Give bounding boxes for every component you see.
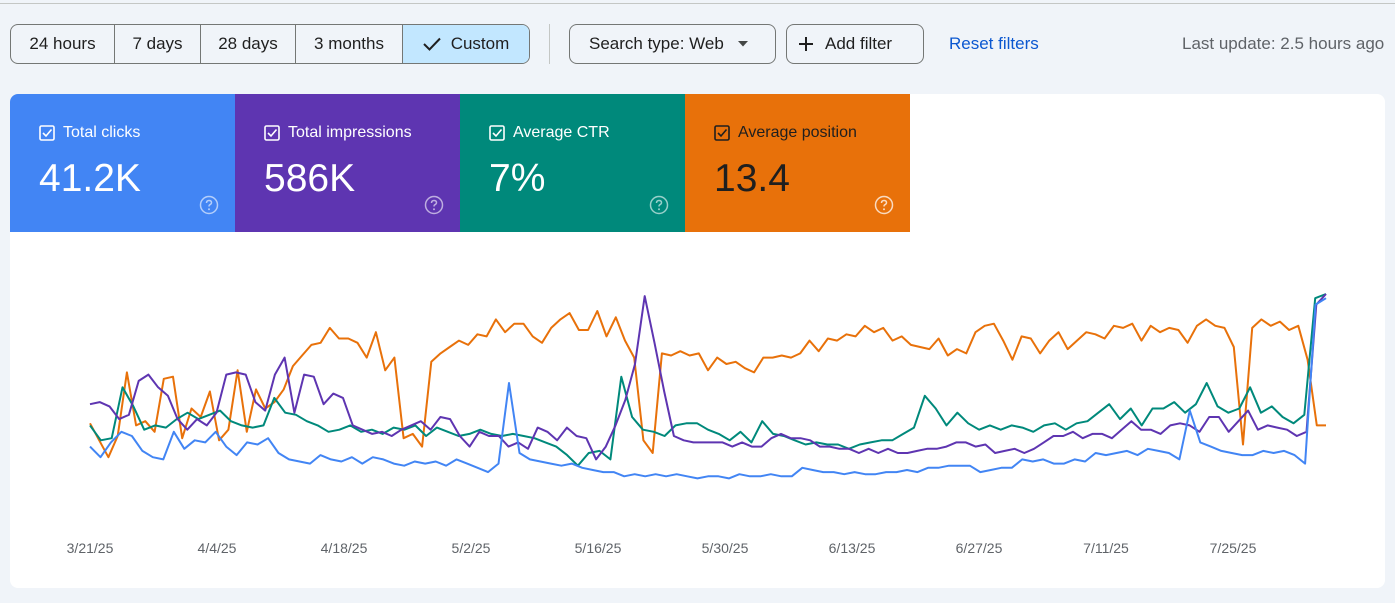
performance-card: Total clicks 41.2K Total impressions 586…: [10, 94, 1385, 588]
help-circle-icon[interactable]: [874, 195, 894, 215]
range-7-days-button[interactable]: 7 days: [115, 25, 201, 63]
date-range-selector: 24 hours 7 days 28 days 3 months Custom: [10, 24, 530, 64]
dropdown-caret-icon: [737, 41, 748, 47]
metric-value: 586K: [264, 157, 356, 200]
x-tick-label: 5/30/25: [702, 540, 749, 556]
top-divider: [0, 0, 1395, 4]
series-line-total-clicks: [89, 297, 1327, 480]
metric-total-clicks[interactable]: Total clicks 41.2K: [10, 94, 235, 232]
series-line-total-impressions: [89, 293, 1327, 461]
metric-label: Average CTR: [513, 124, 610, 141]
last-update-status: Last update: 2.5 hours ago: [1182, 34, 1385, 53]
metric-label: Average position: [738, 124, 857, 141]
checkbox-icon: [264, 125, 280, 141]
range-3-months-button[interactable]: 3 months: [296, 25, 403, 63]
x-tick-label: 7/11/25: [1083, 540, 1129, 556]
help-circle-icon[interactable]: [649, 195, 669, 215]
x-tick-label: 7/25/25: [1210, 540, 1257, 556]
range-24-hours-button[interactable]: 24 hours: [11, 25, 115, 63]
checkbox-icon: [39, 125, 55, 141]
metric-value: 41.2K: [39, 157, 141, 200]
plus-icon: [798, 36, 814, 52]
x-tick-label: 3/21/25: [67, 540, 114, 556]
performance-line-chart[interactable]: 3/21/25 4/4/25 4/18/25 5/2/25 5/16/25 5/30/25…: [10, 94, 1385, 588]
range-custom-label: Custom: [450, 34, 510, 53]
metric-average-position[interactable]: Average position 13.4: [685, 94, 910, 232]
metric-average-ctr[interactable]: Average CTR 7%: [460, 94, 685, 232]
x-tick-label: 5/16/25: [575, 540, 622, 556]
x-tick-label: 4/4/25: [198, 540, 237, 556]
search-type-dropdown[interactable]: Search type: Web: [569, 24, 776, 64]
add-filter-button[interactable]: Add filter: [786, 24, 924, 64]
x-tick-label: 5/2/25: [452, 540, 491, 556]
metric-value: 7%: [489, 157, 546, 200]
x-tick-label: 6/27/25: [956, 540, 1003, 556]
checkbox-icon: [489, 125, 505, 141]
x-tick-label: 6/13/25: [829, 540, 876, 556]
check-icon: [422, 37, 441, 51]
range-custom-button[interactable]: Custom: [403, 25, 529, 63]
checkbox-icon: [714, 125, 730, 141]
metric-total-impressions[interactable]: Total impressions 586K: [235, 94, 460, 232]
help-circle-icon[interactable]: [199, 195, 219, 215]
series-line-average-position: [89, 310, 1326, 459]
metric-label: Total clicks: [63, 124, 141, 141]
series-line-average-ctr: [89, 293, 1327, 467]
range-28-days-button[interactable]: 28 days: [201, 25, 296, 63]
metric-label: Total impressions: [288, 124, 412, 141]
search-type-label: Search type: Web: [589, 34, 724, 53]
toolbar-divider: [549, 24, 550, 64]
add-filter-label: Add filter: [825, 34, 893, 53]
x-tick-label: 4/18/25: [321, 540, 368, 556]
reset-filters-link[interactable]: Reset filters: [949, 34, 1039, 53]
metric-value: 13.4: [714, 157, 790, 200]
help-circle-icon[interactable]: [424, 195, 444, 215]
